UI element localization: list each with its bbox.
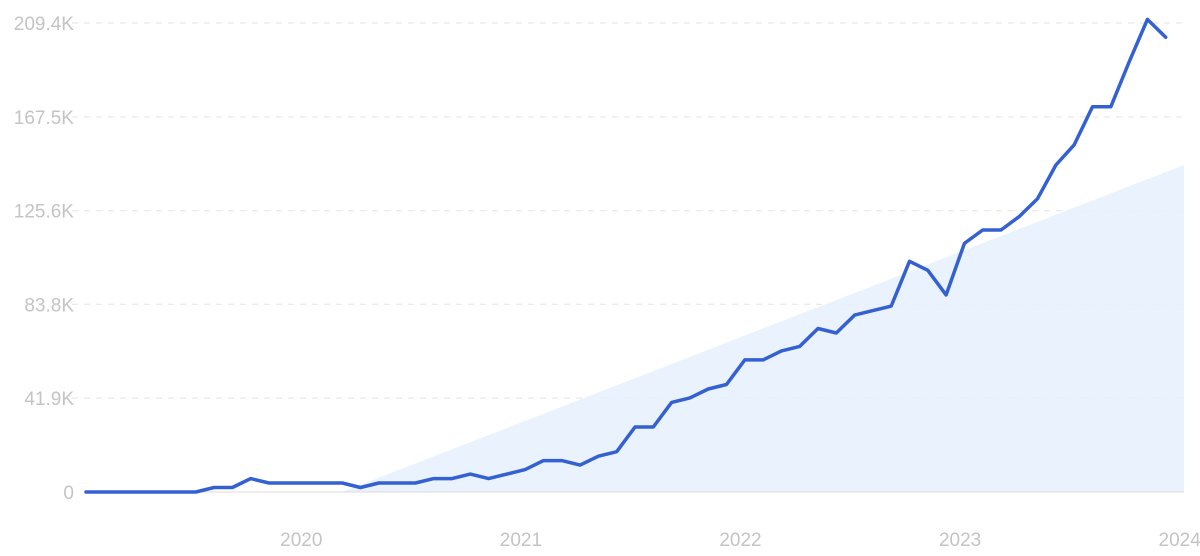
x-tick-label: 2023	[939, 530, 981, 551]
x-tick-label: 2022	[719, 530, 761, 551]
y-tick-label: 0	[63, 483, 74, 504]
series-line	[84, 17, 1168, 494]
y-tick-label: 209.4K	[14, 14, 75, 35]
trend-area	[342, 164, 1184, 493]
y-tick-label: 83.8K	[24, 295, 74, 316]
y-tick-label: 167.5K	[14, 108, 75, 129]
y-tick-label: 41.9K	[24, 389, 74, 410]
x-tick-label: 2020	[280, 530, 322, 551]
y-tick-label: 125.6K	[14, 202, 75, 223]
y-axis-ticks: 0 41.9K 83.8K 125.6K 167.5K 209.4K	[14, 14, 75, 504]
x-tick-label: 2021	[500, 530, 542, 551]
x-axis-ticks: 2020 2021 2022 2023 2024	[280, 530, 1200, 551]
x-tick-label: 2024	[1159, 530, 1200, 551]
